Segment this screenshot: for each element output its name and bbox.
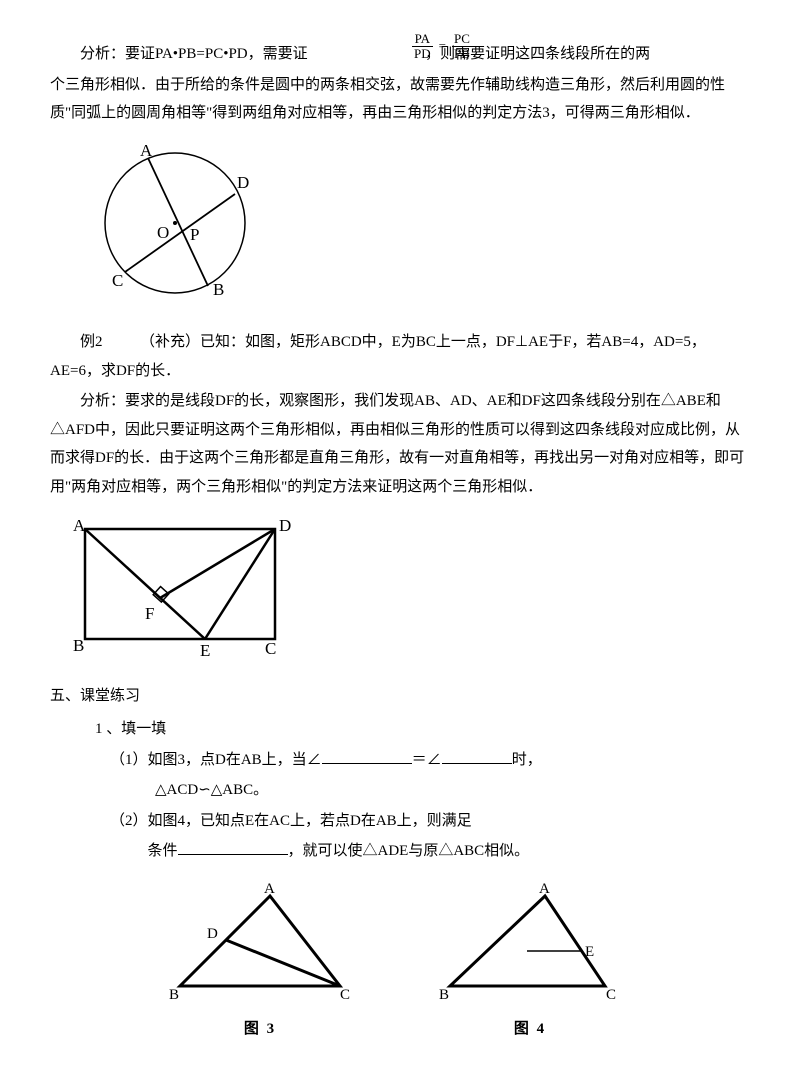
rect-label-d: D [279, 516, 291, 535]
ex-1-2-cont-part2: ，就可以使△ADE与原△ABC相似。 [288, 843, 530, 859]
circle-label-o: O [157, 223, 169, 242]
tri3-label-d: D [207, 926, 218, 942]
tri3-label-c: C [340, 987, 350, 1003]
blank-3 [178, 840, 288, 855]
tri4-label-b: B [439, 987, 449, 1003]
triangle-3-caption: 图 3 [244, 1015, 276, 1044]
circle-label-c: C [112, 271, 123, 290]
ex-1-1-part1: （1）如图3，点D在AB上，当∠ [110, 752, 322, 768]
circle-diagram: A D O P B C [90, 138, 750, 319]
formula-pa-pd-pc-pb: PA PD = PC PB [380, 32, 478, 62]
rectangle-diagram: A D B C E F [65, 511, 750, 672]
triangle-4-caption: 图 4 [514, 1015, 546, 1044]
circle-label-d: D [237, 173, 249, 192]
rect-label-a: A [73, 516, 86, 535]
circle-label-b: B [213, 280, 224, 299]
triangle-diagrams: A D B C 图 3 A E B C 图 4 [160, 881, 750, 1044]
tri4-label-a: A [539, 881, 550, 897]
circle-label-a: A [140, 141, 153, 160]
analysis-1-prefix: 分析：要证PA•PB=PC•PD，需要证 [80, 46, 308, 62]
formula-pc: PC [452, 32, 472, 46]
exercise-1: 1 、填一填 [95, 715, 750, 744]
equals-sign: = [439, 34, 446, 59]
ex-1-2-cont-part1: 条件 [148, 843, 178, 859]
exercise-1-2: （2）如图4，已知点E在AC上，若点D在AB上，则满足 [110, 807, 750, 836]
ex-1-1-part2: ＝∠ [412, 752, 442, 768]
blank-2 [442, 749, 512, 764]
rect-label-b: B [73, 636, 84, 655]
triangle-4-container: A E B C 图 4 [430, 881, 630, 1044]
formula-pd: PD [412, 46, 433, 61]
exercise-1-1-cont: △ACD∽△ABC。 [155, 776, 750, 805]
example-2-title: 例2 （补充）已知：如图，矩形ABCD中，E为BC上一点，DF⊥AE于F，若AB… [50, 328, 750, 385]
rect-label-f: F [145, 604, 154, 623]
exercise-1-2-cont: 条件 ，就可以使△ADE与原△ABC相似。 [148, 837, 751, 866]
circle-label-p: P [190, 225, 199, 244]
blank-1 [322, 749, 412, 764]
example-2-analysis: 分析：要求的是线段DF的长，观察图形，我们发现AB、AD、AE和DF这四条线段分… [50, 387, 750, 501]
formula-pb: PB [452, 46, 472, 61]
rect-label-c: C [265, 639, 276, 658]
ex-1-1-part3: 时， [512, 752, 542, 768]
tri3-label-b: B [169, 987, 179, 1003]
analysis-1-block: PA PD = PC PB 分析：要证PA•PB=PC•PD，需要证 ，则需要证… [50, 40, 750, 69]
tri3-label-a: A [264, 881, 275, 897]
section-5-heading: 五、课堂练习 [50, 682, 750, 711]
tri4-label-c: C [606, 987, 616, 1003]
exercise-1-1: （1）如图3，点D在AB上，当∠ ＝∠ 时， [110, 746, 750, 775]
triangle-3-container: A D B C 图 3 [160, 881, 360, 1044]
tri4-label-e: E [585, 944, 594, 960]
rect-label-e: E [200, 641, 210, 660]
formula-pa: PA [413, 32, 432, 46]
analysis-1-line2: 个三角形相似．由于所给的条件是圆中的两条相交弦，故需要先作辅助线构造三角形，然后… [50, 71, 750, 128]
